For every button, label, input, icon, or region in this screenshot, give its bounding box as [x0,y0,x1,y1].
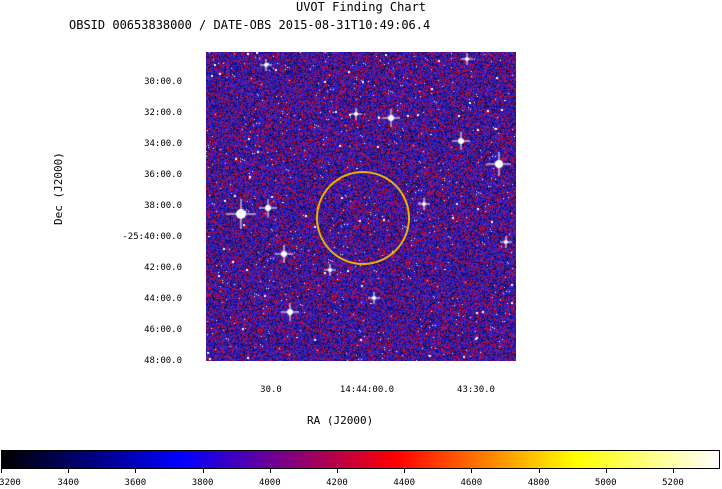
colorbar-tick-label: 3200 [0,478,21,488]
y-tick-label: 38:00.0 [144,201,182,211]
colorbar-tick-label: 4600 [460,478,483,488]
x-axis-label: RA (J2000) [307,414,374,427]
colorbar-tick-mark [202,469,204,473]
colorbar-tick-mark [336,469,338,473]
x-tick-label: 43:30.0 [457,385,495,395]
colorbar-tick-label: 4200 [326,478,348,488]
colorbar-tick-mark [68,469,70,473]
chart-title: UVOT Finding Chart [295,0,427,14]
sky-image-canvas [206,52,516,361]
colorbar-tick-label: 4400 [393,478,416,488]
colorbar-tick-mark [605,469,607,473]
y-tick-label: 30:00.0 [144,77,182,87]
colorbar [1,450,720,469]
colorbar-tick-label: 4000 [258,478,281,488]
colorbar-tick-label: 3400 [57,478,80,488]
colorbar-tick-mark [1,469,2,473]
colorbar-tick-label: 5200 [662,478,684,488]
y-tick-label: 42:00.0 [144,263,182,273]
colorbar-tick-mark [471,469,473,473]
x-tick-label: 30.0 [260,385,282,395]
colorbar-tick-label: 3800 [191,478,214,488]
colorbar-tick-mark [135,469,137,473]
colorbar-tick-mark [269,469,271,473]
colorbar-tick-label: 4800 [527,478,550,488]
colorbar-tick-mark [538,469,540,473]
finding-chart-image [206,52,516,361]
colorbar-tick-mark [672,469,674,473]
y-axis-label: Dec (J2000) [52,152,65,225]
y-tick-label: 46:00.0 [144,325,182,335]
y-tick-label: 32:00.0 [144,108,182,118]
colorbar-tick-label: 3600 [124,478,147,488]
colorbar-tick-mark [404,469,406,473]
y-tick-label: -25:40:00.0 [122,232,182,242]
source-overlay [316,171,410,265]
y-tick-label: 44:00.0 [144,294,182,304]
y-tick-label: 36:00.0 [144,170,182,180]
source-region-circle [316,171,410,265]
y-tick-label: 48:00.0 [144,356,182,366]
x-tick-label: 14:44:00.0 [339,385,395,395]
y-tick-label: 34:00.0 [144,139,182,149]
chart-subtitle: OBSID 00653838000 / DATE-OBS 2015-08-31T… [69,18,431,32]
colorbar-tick-label: 5000 [594,478,617,488]
